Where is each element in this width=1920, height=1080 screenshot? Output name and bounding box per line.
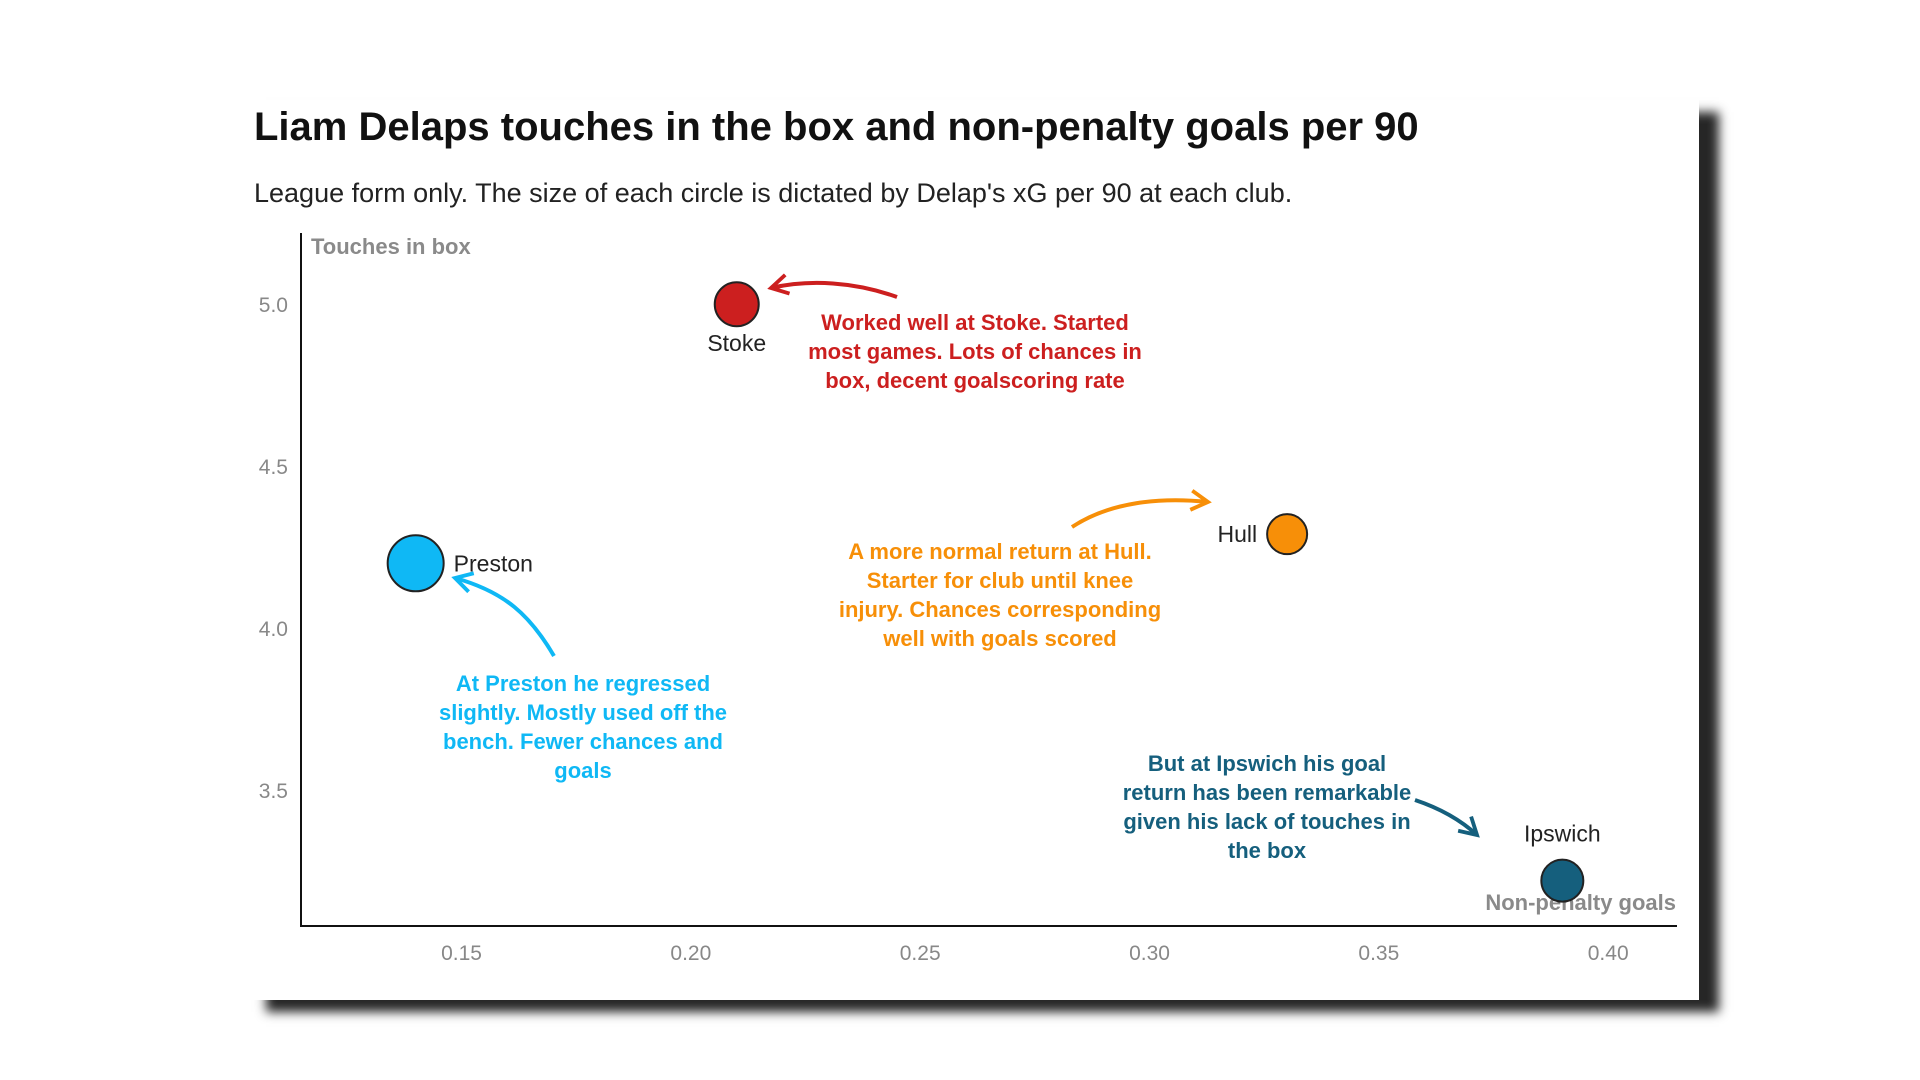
x-tick-labels: 0.15 0.20 0.25 0.30 0.35 0.40 <box>441 942 1629 965</box>
x-tick-label: 0.40 <box>1588 942 1629 965</box>
y-tick-label: 5.0 <box>259 294 288 317</box>
hull-arrow <box>1070 489 1212 529</box>
chart-card <box>246 100 1699 1000</box>
y-axis-label: Touches in box <box>311 234 471 259</box>
point-hull[interactable] <box>1266 513 1309 556</box>
annotation-stoke: Worked well at Stoke. Started most games.… <box>808 310 1142 393</box>
x-tick-label: 0.15 <box>441 942 482 965</box>
y-tick-label: 4.0 <box>259 618 288 641</box>
x-tick-label: 0.35 <box>1358 942 1399 965</box>
ipswich-arrow <box>1414 798 1480 838</box>
annotations: Worked well at Stoke. Started most games.… <box>439 310 1411 863</box>
annotation-preston: At Preston he regressed slightly. Mostly … <box>439 671 727 783</box>
x-axis-label: Non-penalty goals <box>1485 890 1676 915</box>
point-label-hull: Hull <box>1218 521 1258 547</box>
stoke-arrow <box>767 273 898 299</box>
point-stoke[interactable] <box>713 281 760 328</box>
y-tick-label: 3.5 <box>259 780 288 803</box>
point-label-ipswich: Ipswich <box>1524 821 1601 847</box>
x-tick-label: 0.20 <box>670 942 711 965</box>
y-tick-label: 4.5 <box>259 456 288 479</box>
x-tick-label: 0.25 <box>900 942 941 965</box>
point-label-preston: Preston <box>454 550 533 576</box>
chart-title: Liam Delaps touches in the box and non-p… <box>254 105 1419 149</box>
point-ipswich[interactable] <box>1540 858 1585 903</box>
x-tick-label: 0.30 <box>1129 942 1170 965</box>
point-label-stoke: Stoke <box>707 330 766 356</box>
preston-arrow <box>451 571 556 658</box>
annotation-ipswich: But at Ipswich his goal return has been r… <box>1123 751 1412 863</box>
y-tick-labels: 3.5 4.0 4.5 5.0 <box>259 294 288 803</box>
chart-subtitle: League form only. The size of each circl… <box>254 178 1293 208</box>
data-points: Stoke Preston Hull Ipswich <box>386 281 1601 903</box>
annotation-hull: A more normal return at Hull. Starter for… <box>839 539 1161 651</box>
point-preston[interactable] <box>386 534 445 593</box>
